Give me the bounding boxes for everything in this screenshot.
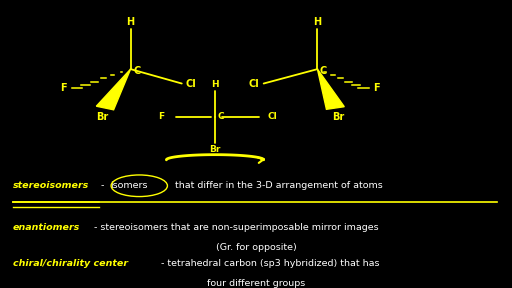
Text: Cl: Cl [268, 112, 278, 121]
Text: C: C [320, 66, 327, 75]
Polygon shape [317, 69, 344, 109]
Text: F: F [60, 83, 67, 93]
Text: isomers: isomers [110, 181, 147, 190]
Text: - stereoisomers that are non-superimposable mirror images: - stereoisomers that are non-superimposa… [94, 223, 378, 232]
Text: C: C [133, 66, 140, 75]
Text: Br: Br [209, 145, 221, 154]
Text: that differ in the 3-D arrangement of atoms: that differ in the 3-D arrangement of at… [175, 181, 383, 190]
Text: F: F [158, 112, 164, 121]
Text: C: C [218, 112, 224, 121]
Text: chiral/chirality center: chiral/chirality center [13, 259, 128, 268]
Text: (Gr. for opposite): (Gr. for opposite) [216, 243, 296, 252]
Text: - tetrahedral carbon (sp3 hybridized) that has: - tetrahedral carbon (sp3 hybridized) th… [161, 259, 380, 268]
Text: F: F [373, 83, 379, 93]
Text: Cl: Cl [186, 79, 197, 88]
Text: stereoisomers: stereoisomers [13, 181, 89, 190]
Text: four different groups: four different groups [207, 279, 305, 288]
Polygon shape [96, 69, 131, 110]
Text: H: H [211, 80, 219, 90]
Text: -: - [101, 181, 104, 190]
Text: Cl: Cl [249, 79, 260, 88]
Text: H: H [126, 17, 135, 26]
Text: Br: Br [96, 112, 109, 122]
Text: H: H [313, 17, 322, 26]
Text: Br: Br [332, 112, 344, 122]
Text: enantiomers: enantiomers [13, 223, 80, 232]
